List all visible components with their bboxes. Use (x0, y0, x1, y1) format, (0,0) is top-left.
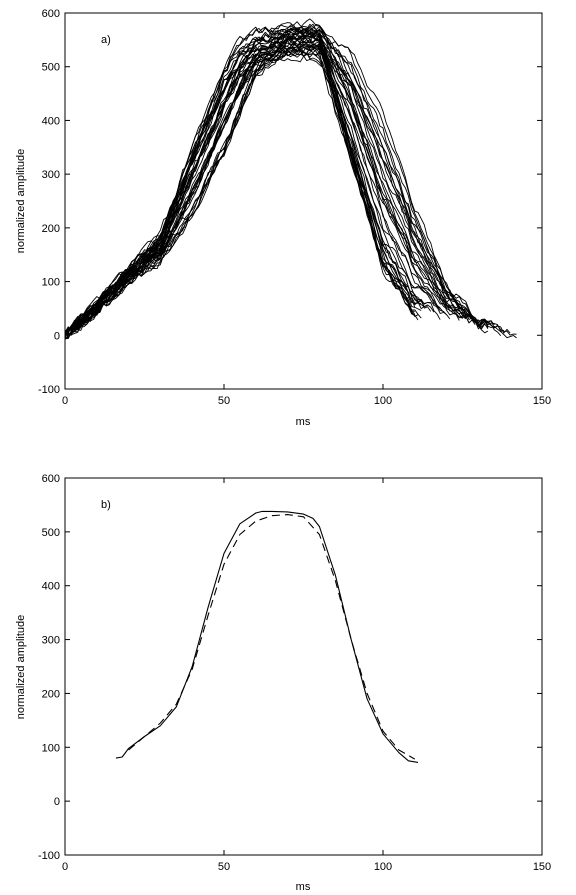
panel-b-x-ticks: 0 50 100 150 (62, 478, 551, 873)
panel-a-y-tick-label: 0 (54, 330, 60, 342)
panel-b-x-tick-label: 150 (533, 861, 551, 873)
panel-a-trace (64, 41, 451, 338)
panel-a-y-tick-label: 100 (42, 277, 60, 289)
panel-a-y-tick-label: 600 (42, 8, 60, 20)
panel-b-y-tick-label: 200 (42, 688, 60, 700)
panel-b-x-tick-label: 50 (218, 861, 230, 873)
panel-a-trace (64, 39, 476, 333)
panel-a-trace (64, 43, 463, 336)
panel-b-x-tick-label: 0 (62, 861, 68, 873)
panel-a-label: a) (101, 34, 111, 46)
panel-a-y-axis-title: normalized amplitude (15, 149, 27, 254)
panel-a-trace (64, 23, 517, 339)
panel-a-trace (64, 33, 476, 336)
panel-a-trace (64, 51, 432, 333)
panel-a-trace (64, 45, 495, 340)
panel-b-y-ticks: -100 0 100 200 300 400 500 600 (38, 473, 542, 862)
panel-a-trace (64, 38, 444, 339)
panel-a-y-tick-label: 400 (42, 115, 60, 127)
panel-a-trace (64, 46, 422, 336)
panel-b-y-tick-label: 100 (42, 742, 60, 754)
panel-b-y-tick-label: 400 (42, 581, 60, 593)
panel-a-trace (64, 31, 422, 335)
panel-b-y-tick-label: -100 (38, 850, 60, 862)
panel-a-trace (64, 28, 517, 339)
panel-a-x-tick-label: 100 (374, 395, 392, 407)
panel-b-y-tick-label: 0 (54, 796, 60, 808)
panel-a-x-tick-label: 150 (533, 395, 551, 407)
panel-b-x-axis-title: ms (296, 881, 311, 893)
panel-a-series-group (64, 18, 517, 340)
panel-a-x-tick-label: 50 (218, 395, 230, 407)
panel-a-trace (64, 44, 489, 332)
panel-a-x-ticks: 0 50 100 150 (62, 13, 551, 407)
panel-b-y-tick-label: 600 (42, 473, 60, 485)
panel-b-solid-curve (115, 510, 419, 763)
panel-b-y-tick-label: 500 (42, 527, 60, 539)
panel-b-x-tick-label: 100 (374, 861, 392, 873)
panel-a-trace (64, 43, 504, 338)
panel-b-series-group (115, 510, 419, 763)
panel-a-trace (64, 53, 441, 339)
panel-b-y-axis-title: normalized amplitude (15, 615, 27, 720)
panel-a-y-tick-label: 300 (42, 169, 60, 181)
panel-b-dashed-curve (128, 514, 416, 760)
panel-a-y-tick-label: 200 (42, 223, 60, 235)
panel-a-y-tick-label: -100 (38, 384, 60, 396)
panel-a-y-tick-label: 500 (42, 62, 60, 74)
panel-a-x-tick-label: 0 (62, 395, 68, 407)
panel-a-y-ticks: -100 0 100 200 300 400 500 600 (38, 8, 542, 396)
panel-a-plot-frame (64, 12, 543, 390)
panel-b-plot-frame (64, 477, 543, 856)
panel-a-trace (64, 35, 502, 340)
panel-b-label: b) (101, 499, 111, 511)
panel-a-x-axis-title: ms (296, 416, 311, 428)
panel-b-y-tick-label: 300 (42, 635, 60, 647)
